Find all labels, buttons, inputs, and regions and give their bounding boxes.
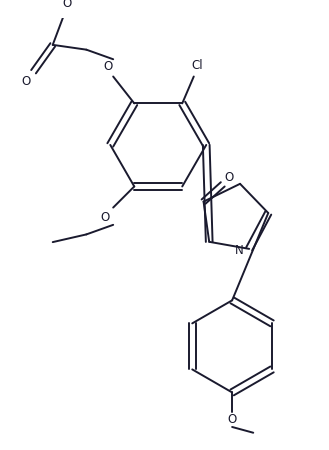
- Text: N: N: [235, 244, 244, 257]
- Text: O: O: [63, 0, 72, 10]
- Text: O: O: [225, 171, 234, 184]
- Text: O: O: [21, 75, 31, 88]
- Text: O: O: [228, 413, 237, 426]
- Text: Cl: Cl: [192, 59, 203, 72]
- Text: O: O: [104, 60, 113, 73]
- Text: O: O: [101, 211, 110, 224]
